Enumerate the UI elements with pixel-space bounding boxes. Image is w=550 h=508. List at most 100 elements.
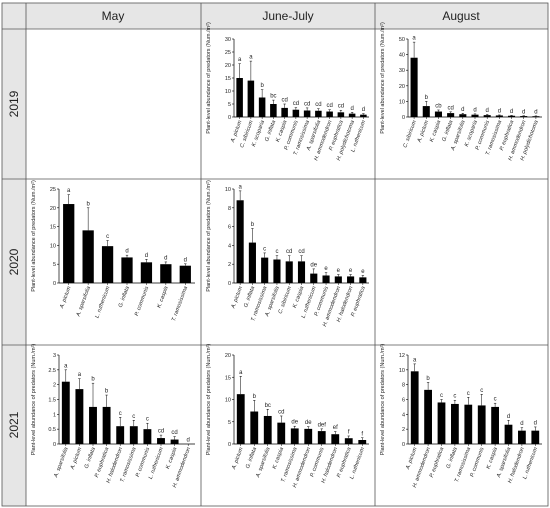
y-tick-label: 20 [399,84,405,90]
bar [236,200,244,283]
bar [360,114,367,117]
significance-letter: de [291,420,298,426]
bar [179,265,191,283]
significance-letter: b [260,83,264,89]
significance-letter: d [145,253,148,259]
y-axis-title: Plant-level abundance of predators (Num.… [206,22,212,134]
header-cell-june-july [201,3,375,29]
y-tick-label: 0.5 [48,427,56,433]
bar [140,262,153,283]
bar [292,109,300,117]
significance-letter: d [362,107,365,113]
y-tick-label: 10 [225,187,231,193]
bar [322,275,330,283]
y-tick-label: 6 [402,398,405,404]
bar [471,114,479,117]
bar [508,115,516,117]
bar [61,381,70,444]
significance-letter: d [473,107,476,113]
significance-letter: cb [435,103,442,109]
column-header-august: August [442,9,480,23]
y-tick-label: 5 [228,102,231,108]
significance-letter: e [349,268,353,274]
y-tick-label: 20 [50,206,56,212]
bar [290,428,299,444]
y-tick-label: 3 [53,353,56,359]
significance-letter: cd [293,101,299,107]
y-tick-label: 6 [228,225,231,231]
bar [304,428,313,444]
bar [483,115,491,117]
bar [82,230,94,283]
bar [326,111,333,117]
y-tick-label: 10 [50,243,56,249]
y-tick-label: 4 [402,412,405,418]
y-tick-label: 0 [228,281,231,287]
bar [491,406,499,444]
y-axis-title: Plant-level abundance of predators (Num.… [380,22,386,134]
bar [348,113,356,117]
bar [447,113,455,117]
bar [532,116,540,117]
bar [102,406,111,444]
bar [247,80,255,117]
bar [495,115,503,117]
bar [270,104,277,117]
significance-letter: d [125,249,128,255]
significance-letter: c [480,388,483,394]
significance-letter: c [146,417,149,423]
y-tick-label: 20 [225,63,231,69]
significance-letter: c [106,234,109,240]
y-axis-title: Plant-level abundance of predators (Num.… [206,344,212,456]
bar [170,439,179,444]
significance-letter: b [91,377,95,383]
significance-letter: ef [333,425,338,431]
header-cell-august [375,3,548,29]
y-tick-label: 12 [399,353,405,359]
y-tick-label: 0 [402,115,405,121]
y-tick-label: 30 [399,68,405,74]
header-cell-may [26,3,201,29]
bar [248,242,256,283]
significance-letter: cd [447,105,453,111]
y-tick-label: 15 [225,375,231,381]
significance-letter: d [520,421,523,427]
bar [236,78,243,117]
y-axis-title: Plant-level abundance of predators (Num.… [31,180,37,292]
significance-letter: cd [315,102,321,108]
bar [334,276,342,283]
significance-letter: c [263,246,266,252]
significance-letter: cd [158,429,164,435]
row-header-2021: 2021 [7,411,21,438]
significance-letter: cd [286,249,292,255]
significance-letter: d [534,109,537,115]
significance-letter: cd [278,409,284,415]
bar [504,424,513,444]
y-tick-label: 15 [225,76,231,82]
significance-letter: a [412,36,416,42]
bar [451,403,459,444]
year-cell-2020 [2,179,26,345]
significance-letter: a [249,55,253,61]
significance-letter: c [132,414,135,420]
bar [277,422,286,444]
y-tick-label: 0 [402,442,405,448]
y-axis-title: Plant-level abundance of predators (Num.… [31,344,37,456]
y-tick-label: 40 [399,53,405,59]
significance-letter: a [413,357,417,363]
bar [116,426,125,444]
bar [236,394,245,444]
y-tick-label: 0 [53,442,56,448]
significance-letter: d [164,255,167,261]
bar [410,57,418,117]
significance-letter: d [461,107,464,113]
significance-letter: c [467,391,470,397]
significance-letter: cd [171,430,177,436]
bar [310,273,318,283]
bar [101,246,114,283]
bar [63,204,75,283]
row-header-2020: 2020 [7,248,21,275]
bar [359,277,367,283]
y-axis-title: Plant-level abundance of predators (Num.… [206,180,212,292]
